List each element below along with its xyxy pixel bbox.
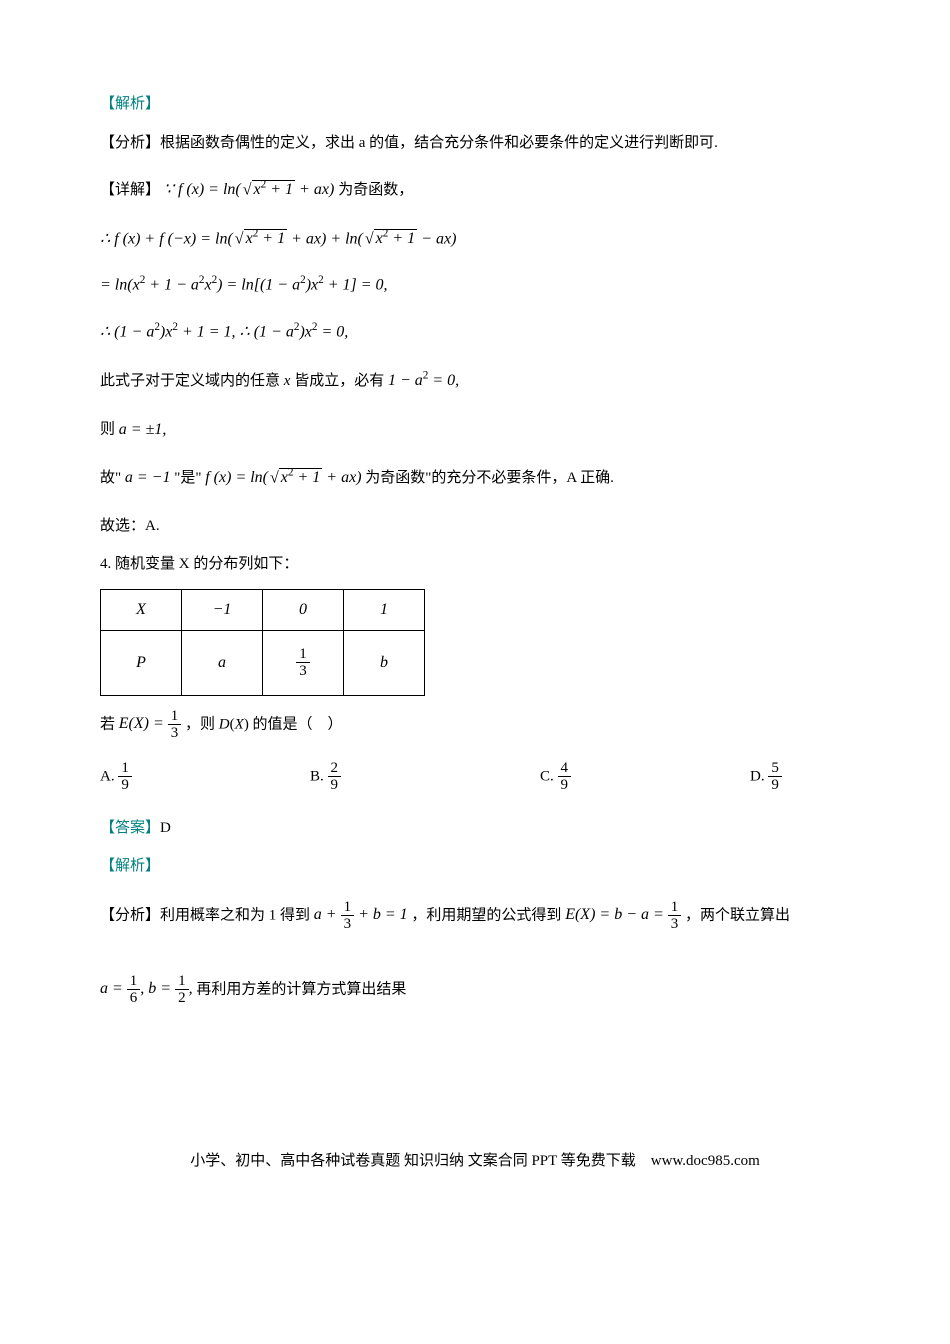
table-cell: a [182,630,263,695]
table-cell: −1 [182,589,263,630]
frac-n: 5 [768,760,782,778]
eq3: ∴ (1 − a2)x2 + 1 = 1, ∴ (1 − a2)x2 = 0, [100,317,850,348]
frac-n: 1 [118,760,132,778]
guxuan: 故选：A. [100,512,850,541]
choice-d: D. 59 [750,760,850,794]
fenxi1-text: 根据函数奇偶性的定义，求出 a 的值，结合充分条件和必要条件的定义进行判断即可. [160,135,718,151]
fenxi-1: 【分析】根据函数奇偶性的定义，求出 a 的值，结合充分条件和必要条件的定义进行判… [100,129,850,158]
line-gu: 故" a = −1 "是" f (x) = ln(√x2 + 1 + ax) 为… [100,463,850,494]
table-cell: 0 [263,589,344,630]
ab-eq: a = 16, b = 12, [100,980,193,997]
fenxi2-eq1: a + 13 + b = 1 [314,906,408,923]
frac-d: 9 [558,777,572,794]
fenxi2-pre: 利用概率之和为 1 得到 [160,907,314,923]
choice-b: B. 29 [310,760,540,794]
line-ruo: 若 E(X) = 13 ，则 D(X) 的值是（ ） [100,708,850,742]
analysis-heading: 【解析】 [100,90,850,119]
fenxi2-mid: ，利用期望的公式得到 [411,907,565,923]
table-cell: X [101,589,182,630]
fenxi-label: 【分析】 [100,135,160,151]
q4-intro: 4. 随机变量 X 的分布列如下： [100,550,850,579]
table-row: P a 13 b [101,630,425,695]
answer-text: D [160,820,171,836]
eq2: = ln(x2 + 1 − a2x2) = ln[(1 − a2)x2 + 1]… [100,270,850,301]
choice-c: C. 49 [540,760,750,794]
detail-eq: ∵ f (x) = ln(√x2 + 1 + ax) [164,181,339,198]
fenxi-2: 【分析】利用概率之和为 1 得到 a + 13 + b = 1 ，利用期望的公式… [100,899,850,933]
fenxi-label: 【分析】 [100,907,160,923]
frac-n: 4 [558,760,572,778]
line-renyi: 此式子对于定义域内的任意 x 皆成立，必有 1 − a2 = 0, [100,366,850,397]
table-cell: b [344,630,425,695]
frac-d: 3 [296,663,310,680]
table-cell: P [101,630,182,695]
answer-label: 【答案】 [100,820,160,836]
fenxi2-eq2: E(X) = b − a = 13 [565,906,681,923]
fenxi2-post: ，两个联立算出 [685,907,790,923]
choice-a: A. 19 [100,760,310,794]
page-footer: 小学、初中、高中各种试卷真题 知识归纳 文案合同 PPT 等免费下载 www.d… [100,1147,850,1176]
choice-label: D. [750,768,765,784]
table-cell: 13 [263,630,344,695]
distribution-table: X −1 0 1 P a 13 b [100,589,425,696]
choice-label: C. [540,768,554,784]
frac-d: 9 [118,777,132,794]
table-row: X −1 0 1 [101,589,425,630]
frac-n: 1 [296,646,310,664]
frac-n: 2 [328,760,342,778]
choice-row: A. 19 B. 29 C. 49 D. 59 [100,760,850,794]
ab-post: 再利用方差的计算方式算出结果 [196,981,406,997]
detail-label: 【详解】 [100,182,160,198]
ruo-post: ，则 D(X) 的值是（ ） [185,716,343,732]
table-cell: 1 [344,589,425,630]
eq1: ∴ f (x) + f (−x) = ln(√x2 + 1 + ax) + ln… [100,224,850,255]
answer-heading: 【答案】D [100,814,850,843]
analysis-heading-2: 【解析】 [100,852,850,881]
frac-d: 9 [328,777,342,794]
detail-suffix: 为奇函数， [338,182,413,198]
detail-line: 【详解】 ∵ f (x) = ln(√x2 + 1 + ax) 为奇函数， [100,175,850,206]
ruo-eq: E(X) = 13 [119,715,182,732]
frac-d: 9 [768,777,782,794]
choice-label: B. [310,768,324,784]
choice-label: A. [100,768,115,784]
line-ab: a = 16, b = 12, 再利用方差的计算方式算出结果 [100,973,850,1007]
ruo-pre: 若 [100,716,119,732]
line-ze: 则 a = ±1, [100,415,850,445]
